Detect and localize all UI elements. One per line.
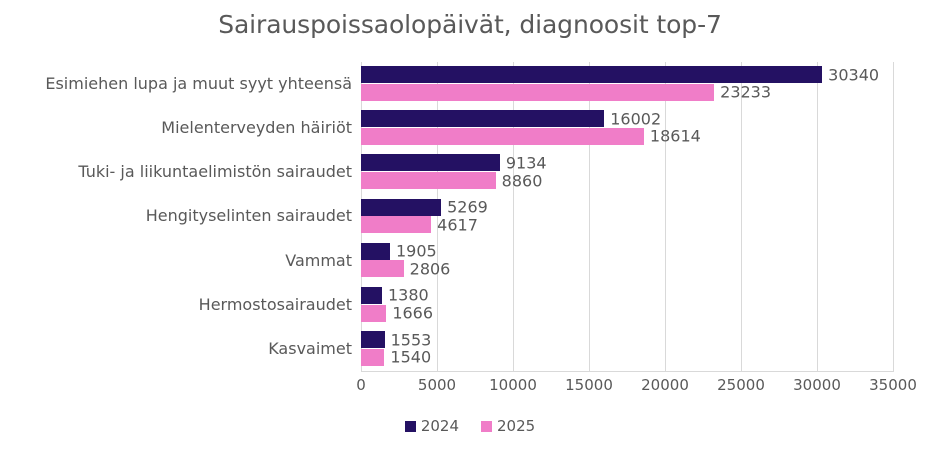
bar-2024[interactable] — [361, 198, 442, 216]
bar-2025[interactable] — [361, 348, 385, 366]
category-label: Tuki- ja liikuntaelimistön sairaudet — [78, 162, 352, 182]
legend-item-2025[interactable]: 2025 — [481, 417, 535, 435]
bar-2024[interactable] — [361, 110, 605, 128]
category-label: Kasvaimet — [268, 338, 352, 358]
legend-label: 2025 — [497, 417, 536, 435]
bar-value-label: 1540 — [390, 347, 432, 367]
bar-row: 30340 — [361, 65, 893, 85]
bar-value-label: 1905 — [395, 241, 437, 261]
bar-value-label: 18614 — [649, 126, 701, 146]
bar-row: 1905 — [361, 241, 893, 261]
bar-group: 5269 4617 — [361, 194, 893, 238]
bar-2025[interactable] — [361, 260, 404, 278]
bar-value-label: 4617 — [437, 215, 478, 235]
bar-group: 30340 23233 — [361, 62, 893, 106]
x-axis-tick-labels: 0 5000 10000 15000 20000 25000 30000 35000 — [356, 376, 917, 398]
bar-group: 16002 18614 — [361, 106, 893, 150]
bar-row: 5269 — [361, 197, 893, 217]
bar-group: 1905 2806 — [361, 239, 893, 283]
x-tick-label: 0 — [356, 376, 366, 394]
bar-value-label: 2806 — [409, 259, 451, 279]
bar-2025[interactable] — [361, 83, 715, 101]
bar-2024[interactable] — [361, 286, 382, 304]
category-label: Vammat — [285, 250, 352, 270]
bar-value-label: 1553 — [390, 330, 432, 350]
bar-value-label: 16002 — [610, 109, 662, 129]
x-axis-line — [361, 371, 894, 372]
gridline — [893, 62, 894, 371]
x-tick-label: 15000 — [565, 376, 613, 394]
legend-item-2024[interactable]: 2024 — [404, 417, 459, 435]
legend-swatch-icon — [481, 420, 492, 432]
bar-value-label: 23233 — [720, 82, 772, 102]
bar-row: 1666 — [361, 303, 893, 323]
category-label: Esimiehen lupa ja muut syyt yhteensä — [45, 74, 352, 93]
bar-2025[interactable] — [361, 172, 496, 190]
bar-2025[interactable] — [361, 216, 432, 234]
bar-value-label: 9134 — [505, 153, 547, 173]
bar-row: 1553 — [361, 330, 893, 350]
x-tick-label: 30000 — [793, 376, 841, 394]
x-tick-label: 5000 — [417, 376, 457, 394]
bar-2024[interactable] — [361, 154, 500, 172]
bar-2024[interactable] — [361, 66, 823, 84]
bar-2025[interactable] — [361, 127, 644, 145]
bar-row: 4617 — [361, 215, 893, 235]
category-label: Hengityselinten sairaudet — [145, 206, 352, 226]
category-label: Mielenterveyden häiriöt — [161, 118, 352, 138]
x-tick-label: 25000 — [717, 376, 765, 394]
category-axis-labels: Esimiehen lupa ja muut syyt yhteensä Miel… — [0, 62, 352, 371]
bar-row: 1540 — [361, 347, 893, 367]
bar-row: 9134 — [361, 153, 893, 173]
x-tick-label: 20000 — [641, 376, 689, 394]
bar-row: 8860 — [361, 171, 893, 191]
chart-legend: 2024 2025 — [0, 417, 940, 435]
bar-row: 23233 — [361, 82, 893, 102]
legend-label: 2024 — [420, 417, 459, 435]
legend-swatch-icon — [404, 420, 416, 432]
bar-group: 1380 1666 — [361, 283, 893, 327]
bar-row: 16002 — [361, 109, 893, 129]
bar-value-label: 1666 — [392, 303, 434, 323]
bar-row: 2806 — [361, 259, 893, 279]
bar-group: 1553 1540 — [361, 327, 893, 371]
bar-value-label: 5269 — [447, 197, 488, 217]
bar-group: 9134 8860 — [361, 150, 893, 194]
bar-value-label: 1380 — [387, 285, 429, 305]
bar-value-label: 8860 — [501, 171, 543, 191]
category-label: Hermostosairaudet — [198, 294, 352, 314]
bar-2024[interactable] — [361, 242, 390, 260]
x-tick-label: 10000 — [489, 376, 537, 394]
bar-row: 18614 — [361, 126, 893, 146]
plot-area: 30340 23233 16002 18614 9134 8860 5269 4617 1905… — [361, 62, 894, 371]
bar-2024[interactable] — [361, 331, 385, 349]
bar-2025[interactable] — [361, 304, 387, 322]
bar-row: 1380 — [361, 285, 893, 305]
chart-title: Sairauspoissaolopäivät, diagnoosit top-7 — [218, 10, 722, 39]
bar-value-label: 30340 — [828, 65, 880, 85]
x-tick-label: 35000 — [869, 376, 917, 394]
